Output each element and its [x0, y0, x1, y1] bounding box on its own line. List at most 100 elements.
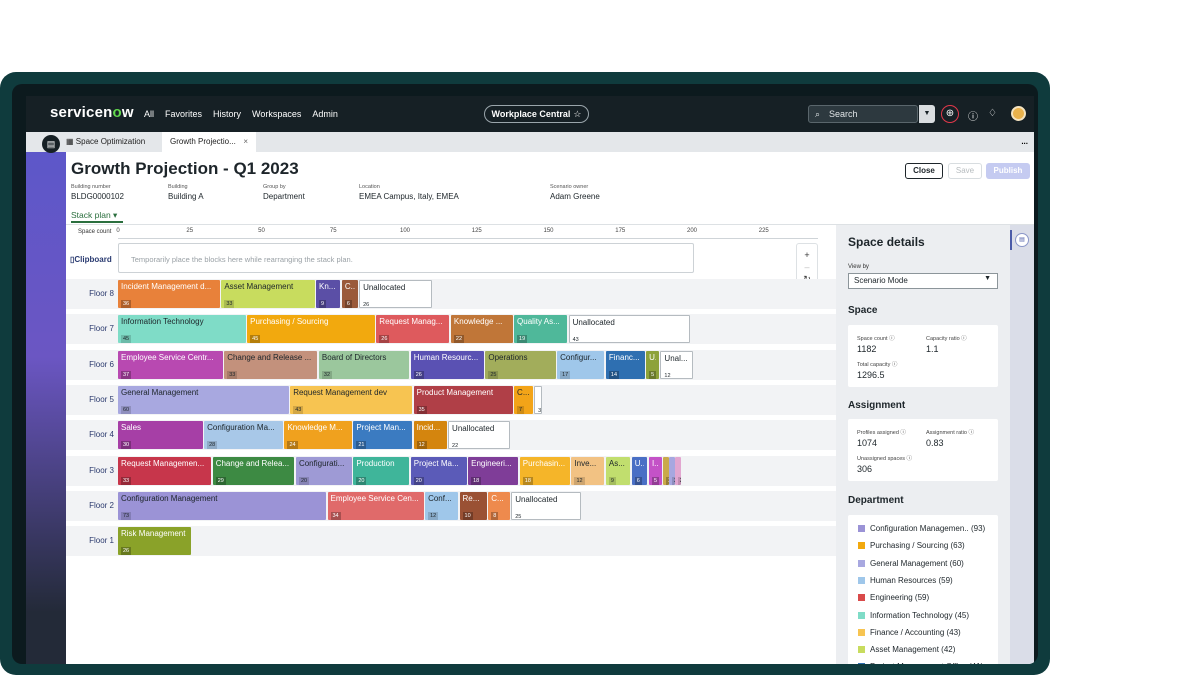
close-tab-icon[interactable]: ×	[243, 137, 248, 146]
tab-stack-plan[interactable]: Stack plan ▾	[71, 210, 118, 220]
publish-button[interactable]: Publish	[986, 163, 1030, 179]
department-block[interactable]: Asset Management 33	[221, 280, 315, 308]
clipboard-dropzone[interactable]: Temporarily place the blocks here while …	[118, 243, 694, 273]
department-block[interactable]: Re... 10	[459, 491, 487, 520]
department-block[interactable]: Risk Management 26	[118, 527, 192, 556]
zoom-in-icon[interactable]: +	[804, 250, 810, 260]
department-block[interactable]: Inve... 12	[571, 456, 605, 485]
department-block[interactable]: Information Technology 45	[118, 315, 246, 344]
block-count: 3	[538, 407, 542, 414]
department-block[interactable]: Incid... 12	[413, 421, 447, 450]
unallocated-block[interactable]: Unal... 12	[660, 350, 694, 379]
department-block[interactable]: Configurati... 20	[295, 456, 352, 485]
assignment-section-title: Assignment	[848, 400, 906, 411]
star-icon[interactable]: ☆	[573, 109, 582, 119]
department-block[interactable]: Project Ma... 20	[410, 456, 467, 485]
department-block[interactable]: Sales 30	[118, 421, 203, 450]
department-block[interactable]: Change and Relea... 29	[212, 456, 295, 485]
department-block[interactable]: Quality As... 19	[514, 315, 568, 344]
department-block[interactable]: A2	[669, 456, 676, 485]
bell-icon[interactable]: ♢	[988, 108, 997, 119]
department-legend-item[interactable]: Purchasing / Sourcing (63)	[858, 541, 965, 550]
department-block[interactable]: Operations 25	[485, 350, 556, 379]
details-panel-icon[interactable]: ▤	[1015, 233, 1029, 247]
department-legend-item[interactable]: Project Management Office (41)	[858, 662, 983, 664]
department-block[interactable]: Knowledge M... 24	[284, 421, 352, 450]
save-button[interactable]: Save	[948, 163, 982, 179]
department-block[interactable]: Human Resourc... 26	[410, 350, 484, 379]
servicenow-logo[interactable]: servicenow	[50, 104, 134, 121]
department-block[interactable]: Kn... 9	[316, 280, 341, 308]
tab-space-optimization[interactable]: ▦ Space Optimization	[66, 137, 146, 146]
department-block[interactable]: Request Manag... 26	[376, 315, 450, 344]
user-avatar[interactable]	[1011, 106, 1026, 121]
department-block[interactable]: Engineeri... 18	[468, 456, 519, 485]
block-name: Change and Release ...	[227, 352, 312, 362]
device-bezel: servicenow All Favorites History Workspa…	[12, 84, 1038, 664]
department-block[interactable]: Employee Service Centr... 37	[118, 350, 223, 379]
block-name: Information Technology	[121, 317, 204, 327]
close-button[interactable]: Close	[905, 163, 943, 179]
department-block[interactable]: Configur... 17	[557, 350, 605, 379]
department-block[interactable]: I... 5	[648, 456, 662, 485]
department-block[interactable]: Project Man... 21	[353, 421, 413, 450]
globe-icon[interactable]: ⊕	[941, 105, 959, 123]
department-block[interactable]: Conf... 12	[425, 491, 459, 520]
apps-menu-icon[interactable]: ▤	[42, 135, 60, 153]
department-block[interactable]: C... 8	[488, 491, 510, 520]
department-block[interactable]: C... 7	[514, 385, 533, 414]
workspace-pill[interactable]: Workplace Central ☆	[484, 105, 589, 123]
department-block[interactable]: C2	[674, 456, 681, 485]
nav-link-history[interactable]: History	[213, 109, 242, 119]
department-block[interactable]: Purchasing / Sourcing 45	[247, 315, 375, 344]
department-block[interactable]: Board of Directors 32	[318, 350, 410, 379]
more-icon[interactable]: ...	[1021, 137, 1028, 146]
department-legend-item[interactable]: Engineering (59)	[858, 593, 929, 602]
block-count: 32	[321, 370, 333, 379]
search-scope-dropdown[interactable]: ▼	[919, 105, 935, 123]
department-block[interactable]: Request Management dev 43	[290, 385, 413, 414]
nav-link-workspaces[interactable]: Workspaces	[252, 109, 302, 119]
department-legend-item[interactable]: Finance / Accounting (43)	[858, 628, 961, 637]
department-block[interactable]: Incident Management d... 36	[118, 280, 220, 308]
department-legend-item[interactable]: Human Resources (59)	[858, 576, 953, 585]
department-block[interactable]: C... 6	[341, 280, 358, 308]
department-block[interactable]: Financ... 14	[605, 350, 645, 379]
unallocated-block[interactable]: Unallocated 26	[359, 280, 433, 308]
floor-label: Floor 5	[89, 394, 114, 404]
unallocated-block[interactable]: Unallocated 43	[568, 315, 691, 344]
department-block[interactable]: L2	[663, 456, 670, 485]
department-block[interactable]: U... 5	[646, 350, 659, 379]
unallocated-block[interactable]: Unallocated 22	[448, 421, 510, 450]
department-legend-item[interactable]: General Management (60)	[858, 559, 964, 568]
department-legend-item[interactable]: Configuration Managemen.. (93)	[858, 524, 985, 533]
nav-link-favorites[interactable]: Favorites	[165, 109, 203, 119]
tab-growth-projection[interactable]: Growth Projectio... ×	[162, 132, 256, 152]
search-input[interactable]: ⌕ Search	[808, 105, 918, 123]
department-legend-item[interactable]: Information Technology (45)	[858, 611, 969, 620]
department-block[interactable]: General Management 60	[118, 385, 289, 414]
block-name: U...	[634, 458, 645, 468]
axis-tick-label: 175	[615, 228, 626, 234]
department-block[interactable]: U... 6	[631, 456, 648, 485]
unallocated-block[interactable]: U...3	[534, 385, 543, 414]
zoom-out-icon[interactable]: –	[804, 262, 810, 272]
department-block[interactable]: Production 20	[353, 456, 410, 485]
help-icon[interactable]: ⓘ	[968, 112, 978, 123]
department-block[interactable]: Product Management 35	[413, 385, 513, 414]
view-by-select[interactable]: Scenario Mode ▼	[848, 273, 998, 289]
department-block[interactable]: As... 9	[605, 456, 631, 485]
department-legend-item[interactable]: Asset Management (42)	[858, 645, 955, 654]
department-block[interactable]: Employee Service Cen... 34	[327, 491, 424, 520]
block-count: 33	[227, 370, 238, 379]
department-block[interactable]: Configuration Management 73	[118, 491, 326, 520]
department-block[interactable]: Configuration Ma... 28	[204, 421, 283, 450]
unallocated-block[interactable]: Unallocated 25	[511, 491, 582, 520]
department-block[interactable]: Knowledge ... 22	[450, 315, 513, 344]
department-block[interactable]: Request Managemen... 33	[118, 456, 212, 485]
nav-link-admin[interactable]: Admin	[312, 109, 338, 119]
nav-link-all[interactable]: All	[144, 109, 155, 119]
block-name: Employee Service Cen...	[330, 493, 419, 503]
department-block[interactable]: Change and Release ... 33	[224, 350, 318, 379]
department-block[interactable]: Purchasin... 18	[519, 456, 570, 485]
